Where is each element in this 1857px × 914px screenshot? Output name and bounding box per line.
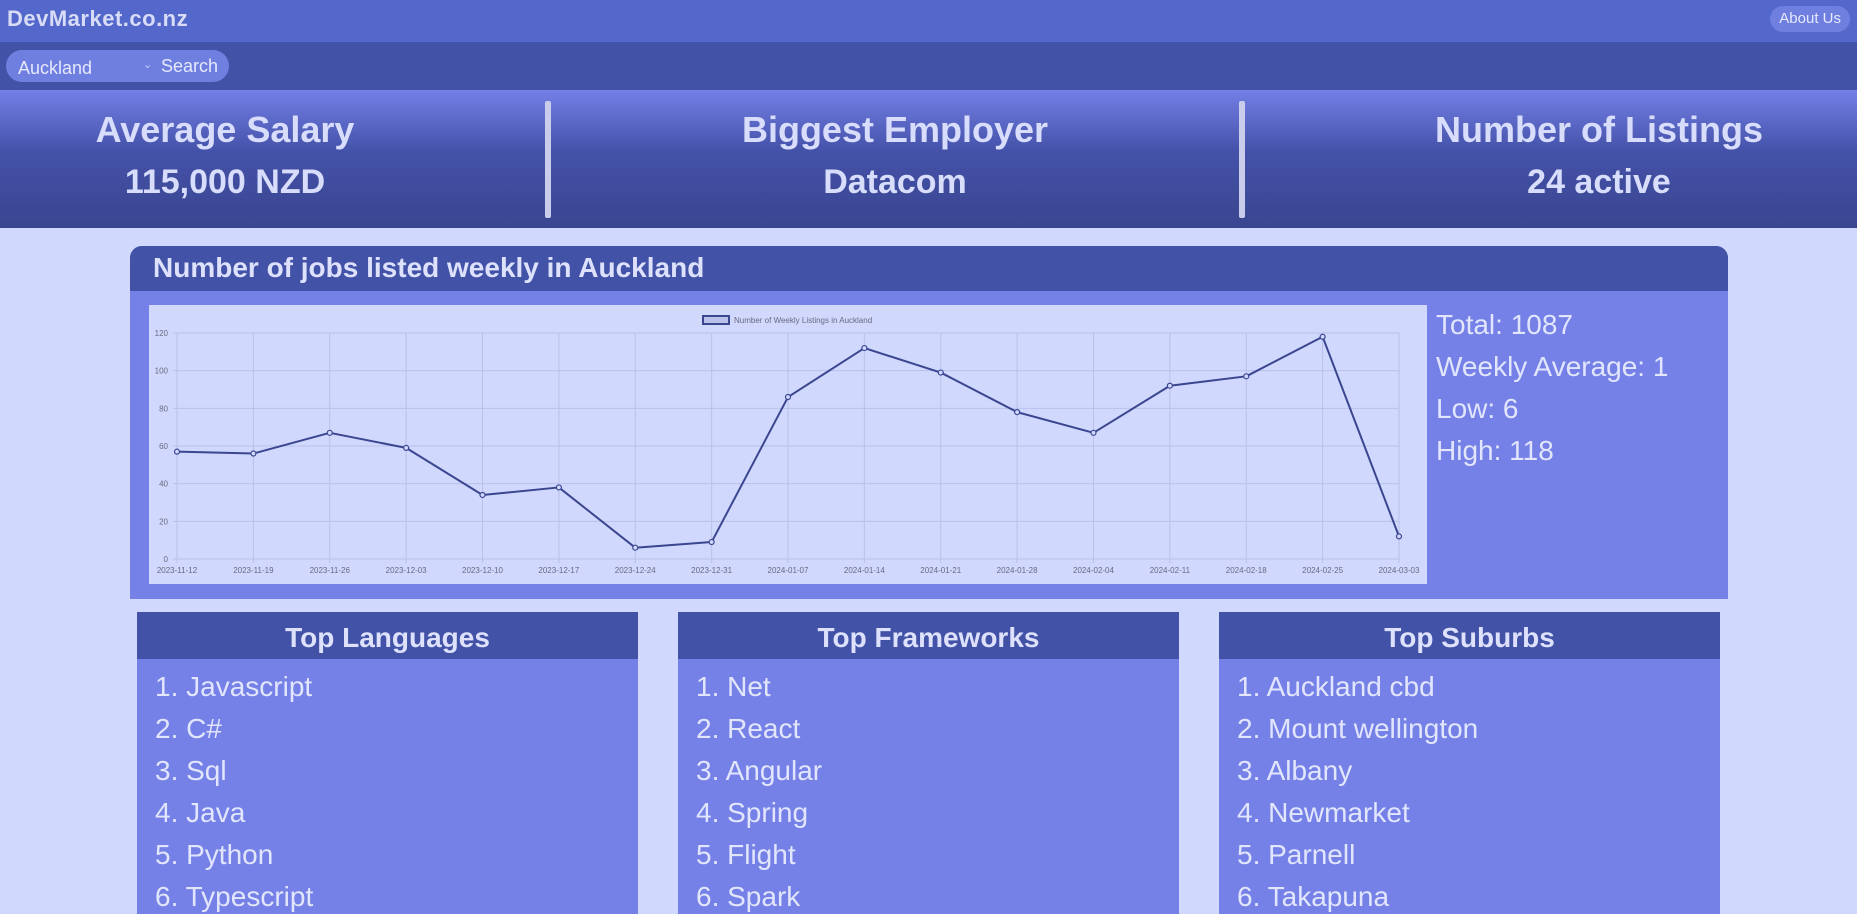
list-item: 1. Auckland cbd [1237,671,1435,702]
list-item: 2. C# [155,713,222,744]
list-item: 6. Spark [696,881,801,912]
stat-number-of-listings: Number of Listings 24 active [1334,110,1857,202]
y-tick-label: 120 [155,329,169,338]
list-item: 2. Mount wellington [1237,713,1479,744]
summary-weekly-average: Weekly Average: 1 [1436,351,1669,382]
stat-value: 115,000 NZD [124,163,326,201]
list-item: 3. Sql [155,755,227,786]
top-suburbs-card: Top Suburbs 1. Auckland cbd 2. Mount wel… [1219,612,1720,914]
data-point [479,491,486,499]
legend-swatch [702,315,730,325]
stats-banner: Average Salary 115,000 NZD Biggest Emplo… [0,90,1857,228]
list-title: Top Suburbs [1219,612,1720,659]
data-point [173,448,181,455]
site-logo[interactable]: DevMarket.co.nz [7,6,189,31]
stat-biggest-employer: Biggest Employer Datacom [648,110,1142,202]
data-point [555,484,562,491]
legend-label: Number of Weekly Listings in Auckland [734,316,872,325]
x-tick-label: 2024-03-03 [1379,566,1420,575]
y-tick-label: 20 [159,517,168,526]
top-frameworks-card: Top Frameworks 1. Net 2. React 3. Angula… [678,612,1179,914]
x-tick-label: 2023-12-31 [691,566,732,575]
summary-high: High: 118 [1436,435,1554,466]
data-point [1319,333,1326,340]
stat-average-salary: Average Salary 115,000 NZD [0,110,450,202]
data-point [326,429,333,436]
list-item: 2. React [696,713,801,744]
list-item: 3. Angular [696,755,823,786]
x-tick-label: 2024-01-21 [920,566,961,575]
search-bar: Auckland ⌄ Search [0,42,1857,90]
list-item: 1. Javascript [155,671,313,702]
list-item: 5. Python [155,839,274,870]
list-item: 4. Newmarket [1237,797,1410,828]
y-tick-label: 100 [155,367,169,376]
x-tick-label: 2024-02-04 [1073,566,1114,575]
data-point [250,450,257,457]
frameworks-list: 1. Net 2. React 3. Angular 4. Spring 5. … [678,659,1179,914]
x-tick-label: 2023-11-26 [310,566,351,575]
summary-total: Total: 1087 [1436,309,1573,340]
x-tick-label: 2024-01-28 [997,566,1038,575]
y-tick-label: 0 [164,555,169,564]
list-item: 5. Parnell [1237,839,1356,870]
list-item: 3. Albany [1237,755,1353,786]
chart-panel-title: Number of jobs listed weekly in Auckland [130,246,1728,291]
x-tick-label: 2023-11-12 [157,566,198,575]
data-point [1090,429,1097,436]
stat-divider [545,101,551,218]
stat-label: Biggest Employer [741,109,1049,150]
summary-low: Low: 6 [1436,393,1519,424]
list-item: 1. Net [696,671,771,702]
chart-container: 0 20 40 60 80 100 120 2023-11-12 2023-11-19 2023-… [149,305,1427,584]
x-tick-label: 2023-12-17 [538,566,579,575]
list-item: 6. Typescript [155,881,314,912]
x-tick-label: 2024-02-18 [1226,566,1267,575]
data-point [1014,408,1021,416]
chevron-down-icon[interactable]: ⌄ [143,59,153,71]
y-tick-label: 60 [159,442,168,451]
about-us-button[interactable]: About Us [1770,6,1850,32]
list-item: 6. Takapuna [1237,881,1390,912]
y-tick-label: 80 [159,404,168,413]
stat-divider [1239,101,1245,218]
data-point [937,369,944,376]
data-point [1243,373,1250,380]
city-select[interactable]: Auckland [18,58,93,78]
weekly-listings-chart[interactable]: 0 20 40 60 80 100 120 2023-11-12 2023-11-19 2023-… [149,305,1427,584]
stat-value: Datacom [823,163,967,201]
stat-label: Average Salary [95,109,355,150]
data-point [632,544,639,551]
search-button[interactable]: Search [161,56,219,76]
weekly-jobs-panel: Number of jobs listed weekly in Auckland… [130,246,1728,599]
x-tick-label: 2024-01-07 [768,566,809,575]
x-tick-label: 2023-12-10 [462,566,503,575]
suburbs-list: 1. Auckland cbd 2. Mount wellington 3. A… [1219,659,1720,914]
stat-label: Number of Listings [1434,109,1763,150]
stat-value: 24 active [1527,163,1671,201]
x-tick-label: 2023-12-24 [615,566,656,575]
list-title: Top Languages [137,612,638,659]
data-point [403,444,410,451]
x-tick-label: 2024-01-14 [844,566,885,575]
x-tick-label: 2023-12-03 [386,566,427,575]
languages-list: 1. Javascript 2. C# 3. Sql 4. Java 5. Py… [137,659,638,914]
search-group: Auckland ⌄ Search [6,50,229,82]
x-tick-label: 2023-11-19 [233,566,274,575]
data-point [1166,382,1173,389]
list-title: Top Frameworks [678,612,1179,659]
list-item: 4. Java [155,797,246,828]
data-point [708,538,715,546]
x-tick-label: 2024-02-25 [1302,566,1343,575]
chart-summary: Total: 1087 Weekly Average: 1 Low: 6 Hig… [1436,304,1668,472]
list-item: 4. Spring [696,797,809,828]
list-item: 5. Flight [696,839,796,870]
x-tick-label: 2024-02-11 [1150,566,1191,575]
top-navbar: DevMarket.co.nz About Us [0,0,1857,42]
data-point [1395,533,1403,540]
top-languages-card: Top Languages 1. Javascript 2. C# 3. Sql… [137,612,638,914]
data-point [784,393,792,401]
data-point [861,344,868,352]
y-tick-label: 40 [159,480,168,489]
